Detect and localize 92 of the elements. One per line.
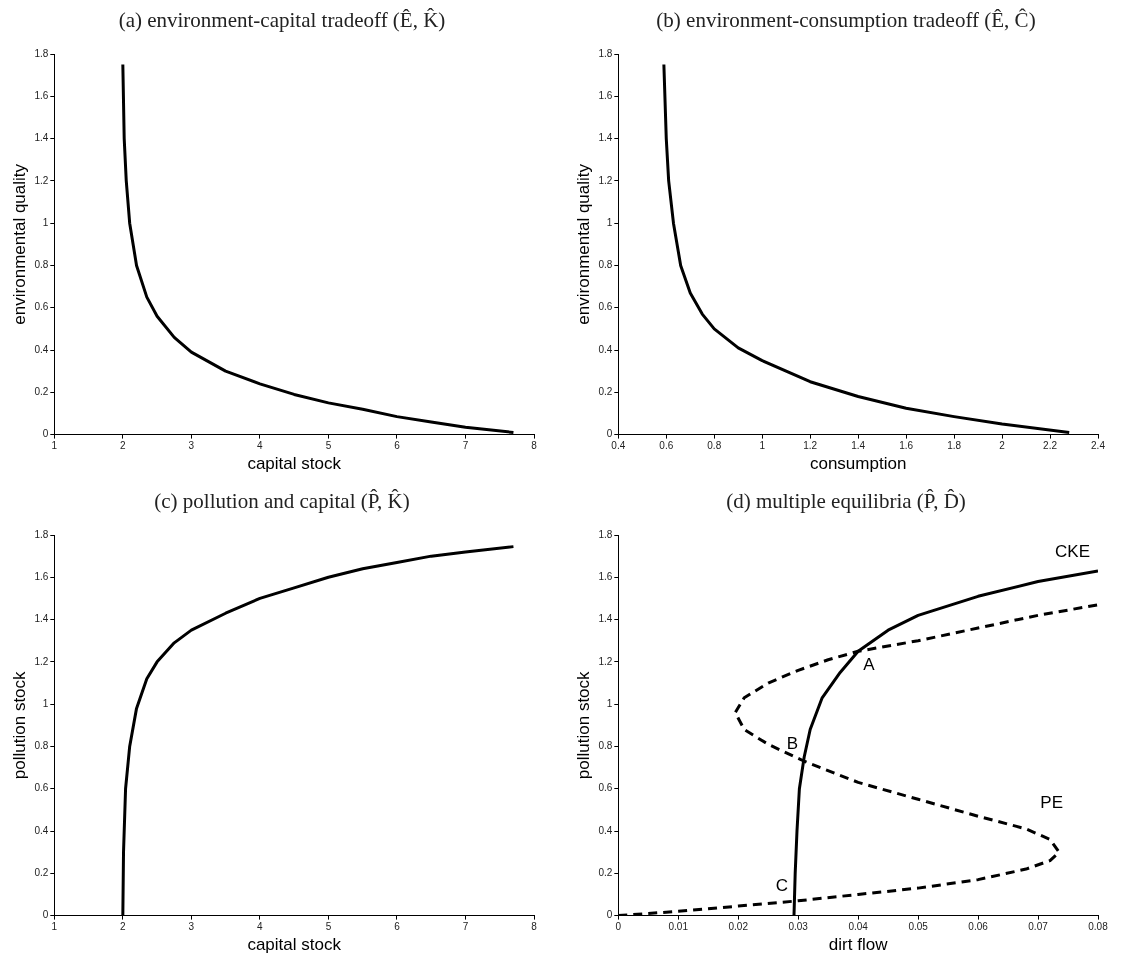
y-tick-label: 0.8 — [598, 259, 613, 271]
y-axis-title: pollution stock — [573, 670, 593, 780]
x-axis-title: dirt flow — [828, 935, 889, 955]
y-tick-label: 0.6 — [34, 782, 49, 794]
y-tick-label: 0.6 — [34, 301, 49, 313]
y-tick-label: 1 — [42, 216, 49, 228]
y-tick-label: 0.8 — [34, 259, 49, 271]
series-label: CKE — [1055, 542, 1090, 562]
y-tick-label: 1.2 — [34, 174, 49, 186]
y-tick-label: 0.4 — [598, 824, 613, 836]
x-tick-label: 2 — [120, 921, 127, 933]
series-label: PE — [1040, 793, 1064, 813]
x-tick-label: 1.6 — [899, 440, 914, 452]
y-axis-title: environmental quality — [573, 163, 593, 325]
y-tick-label: 1 — [42, 697, 49, 709]
y-axis-title: environmental quality — [9, 163, 29, 325]
x-tick-label: 0.07 — [1028, 921, 1049, 933]
x-tick-label: 0.06 — [968, 921, 989, 933]
y-tick-label: 1.4 — [34, 132, 49, 144]
y-tick-label: 1.2 — [598, 174, 613, 186]
y-tick-label: 0.4 — [34, 343, 49, 355]
y-tick-label: 0.6 — [598, 301, 613, 313]
x-tick-label: 0.03 — [788, 921, 809, 933]
x-tick-label: 0.04 — [848, 921, 869, 933]
x-tick-label: 1.4 — [851, 440, 866, 452]
x-tick-label: 1.2 — [803, 440, 818, 452]
y-tick-label: 1.8 — [598, 47, 613, 59]
x-tick-label: 0.6 — [659, 440, 674, 452]
y-tick-label: 1.6 — [598, 571, 613, 583]
x-axis-title: capital stock — [247, 454, 342, 474]
y-tick-label: 1.2 — [34, 655, 49, 667]
y-tick-label: 0 — [606, 428, 613, 440]
x-tick-label: 6 — [394, 921, 401, 933]
y-tick-label: 1.6 — [34, 90, 49, 102]
x-tick-label: 2.4 — [1091, 440, 1106, 452]
y-tick-label: 0.4 — [598, 343, 613, 355]
y-tick-label: 1.6 — [34, 571, 49, 583]
x-tick-label: 0.02 — [728, 921, 749, 933]
x-tick-label: 0.08 — [1088, 921, 1109, 933]
x-tick-label: 7 — [462, 440, 469, 452]
y-tick-label: 0.2 — [598, 386, 613, 398]
y-tick-label: 1.8 — [598, 528, 613, 540]
x-tick-label: 1.8 — [947, 440, 962, 452]
y-tick-label: 0.8 — [34, 740, 49, 752]
x-tick-label: 0.01 — [668, 921, 689, 933]
chart-title: (d) multiple equilibria (P̂, D̂) — [725, 488, 967, 515]
x-tick-label: 1 — [51, 921, 58, 933]
x-tick-label: 2.2 — [1043, 440, 1058, 452]
y-tick-label: 1.4 — [598, 613, 613, 625]
x-tick-label: 8 — [531, 921, 538, 933]
y-tick-label: 1.8 — [34, 47, 49, 59]
x-tick-label: 4 — [257, 440, 264, 452]
chart-title: (a) environment-capital tradeoff (Ê, K̂) — [117, 7, 447, 34]
x-tick-label: 0 — [615, 921, 622, 933]
x-tick-label: 7 — [462, 921, 469, 933]
y-tick-label: 1.8 — [34, 528, 49, 540]
y-tick-label: 0 — [606, 909, 613, 921]
annotation: C — [775, 875, 788, 895]
x-tick-label: 2 — [120, 440, 127, 452]
annotation: B — [786, 734, 799, 754]
x-axis-title: capital stock — [247, 935, 342, 955]
y-tick-label: 0.2 — [34, 867, 49, 879]
y-tick-label: 0.2 — [34, 386, 49, 398]
x-tick-label: 2 — [999, 440, 1006, 452]
chart-title: (b) environment-consumption tradeoff (Ê, Ĉ) — [655, 7, 1037, 34]
y-tick-label: 1.2 — [598, 655, 613, 667]
y-tick-label: 1 — [606, 216, 613, 228]
y-tick-label: 0.8 — [598, 740, 613, 752]
x-tick-label: 8 — [531, 440, 538, 452]
x-tick-label: 3 — [188, 440, 195, 452]
x-tick-label: 4 — [257, 921, 264, 933]
y-tick-label: 1.4 — [598, 132, 613, 144]
x-tick-label: 5 — [325, 440, 332, 452]
x-tick-label: 0.05 — [908, 921, 929, 933]
y-tick-label: 0 — [42, 428, 49, 440]
y-tick-label: 1.4 — [34, 613, 49, 625]
y-tick-label: 1 — [606, 697, 613, 709]
x-tick-label: 0.8 — [707, 440, 722, 452]
y-tick-label: 1.6 — [598, 90, 613, 102]
x-tick-label: 1 — [759, 440, 766, 452]
annotation: A — [863, 655, 876, 675]
y-axis-title: pollution stock — [9, 670, 29, 780]
x-tick-label: 1 — [51, 440, 58, 452]
x-axis-title: consumption — [809, 454, 907, 474]
y-tick-label: 0.2 — [598, 867, 613, 879]
y-tick-label: 0.6 — [598, 782, 613, 794]
chart-title: (c) pollution and capital (P̂, K̂) — [153, 488, 411, 515]
x-tick-label: 5 — [325, 921, 332, 933]
x-tick-label: 3 — [188, 921, 195, 933]
x-tick-label: 6 — [394, 440, 401, 452]
y-tick-label: 0.4 — [34, 824, 49, 836]
y-tick-label: 0 — [42, 909, 49, 921]
